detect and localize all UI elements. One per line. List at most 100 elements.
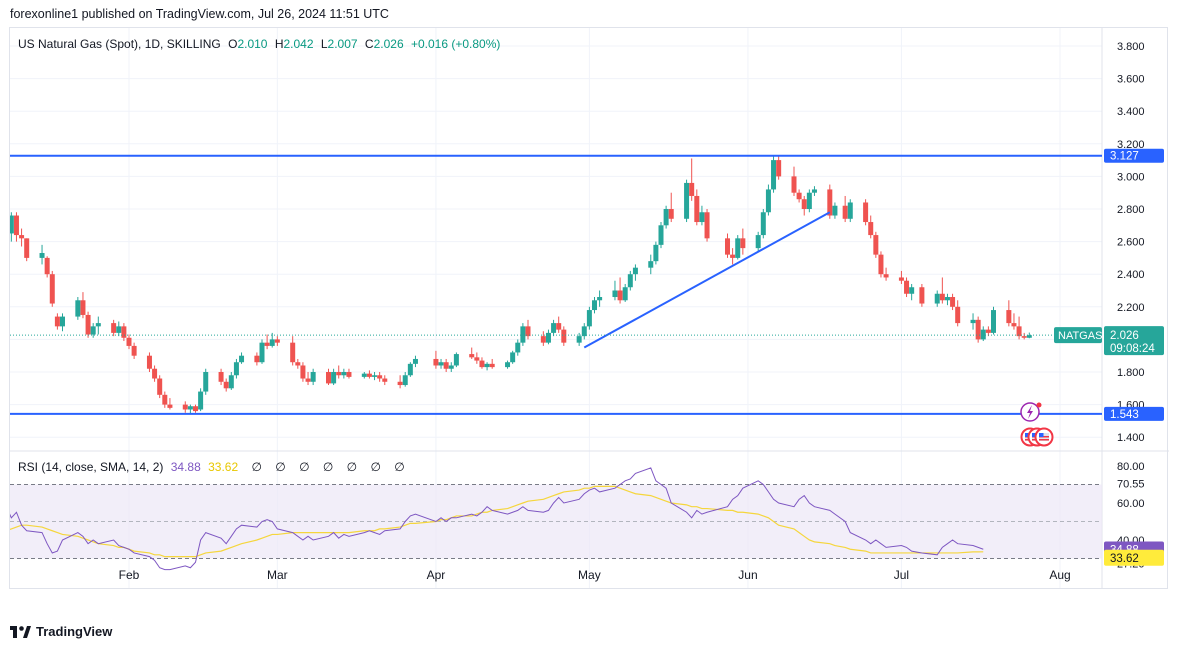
candle[interactable] xyxy=(699,205,705,226)
candle[interactable] xyxy=(366,370,372,379)
candle[interactable] xyxy=(203,368,209,395)
candle[interactable] xyxy=(1021,332,1027,340)
candle[interactable] xyxy=(489,358,495,369)
candle[interactable] xyxy=(883,267,889,281)
candle[interactable] xyxy=(704,209,710,242)
candle[interactable] xyxy=(540,331,546,346)
candle[interactable] xyxy=(85,311,91,338)
candle[interactable] xyxy=(310,368,316,386)
candle[interactable] xyxy=(627,270,633,291)
candle[interactable] xyxy=(545,329,551,345)
candle[interactable] xyxy=(658,222,664,249)
candle[interactable] xyxy=(116,321,122,337)
candle[interactable] xyxy=(791,166,797,196)
candle[interactable] xyxy=(1006,300,1012,327)
candle[interactable] xyxy=(290,336,296,366)
candle[interactable] xyxy=(878,251,884,278)
candle[interactable] xyxy=(469,347,475,359)
candle[interactable] xyxy=(730,248,736,265)
candle[interactable] xyxy=(694,189,700,226)
candle[interactable] xyxy=(863,199,869,226)
candle[interactable] xyxy=(586,306,592,330)
candle[interactable] xyxy=(689,158,695,201)
candle[interactable] xyxy=(484,362,490,371)
candle[interactable] xyxy=(44,256,50,278)
candle[interactable] xyxy=(402,372,408,387)
candle[interactable] xyxy=(617,277,623,304)
candle[interactable] xyxy=(157,375,163,399)
candle[interactable] xyxy=(377,372,383,382)
candle[interactable] xyxy=(970,313,976,330)
chart-canvas[interactable]: 1.4001.6001.8002.0002.2002.4002.6002.800… xyxy=(10,28,1169,590)
rsi-title[interactable]: RSI (14, close, SMA, 14, 2) xyxy=(18,460,164,474)
candle[interactable] xyxy=(653,241,659,265)
candle[interactable] xyxy=(218,368,224,386)
candle[interactable] xyxy=(842,195,848,223)
candle[interactable] xyxy=(54,313,60,330)
candle[interactable] xyxy=(254,352,260,366)
candle[interactable] xyxy=(873,231,879,258)
candle[interactable] xyxy=(909,283,915,301)
candle[interactable] xyxy=(126,334,132,350)
candle[interactable] xyxy=(193,404,198,413)
candle[interactable] xyxy=(433,350,439,369)
tradingview-logo[interactable]: TradingView xyxy=(10,624,112,639)
candle[interactable] xyxy=(663,205,669,229)
candle[interactable] xyxy=(505,360,511,369)
candle[interactable] xyxy=(975,316,981,343)
candle[interactable] xyxy=(448,362,454,372)
candle[interactable] xyxy=(167,398,173,410)
candle[interactable] xyxy=(162,391,168,408)
symbol-title[interactable]: US Natural Gas (Spot), 1D, SKILLING xyxy=(18,37,221,51)
candle[interactable] xyxy=(515,339,521,356)
candle[interactable] xyxy=(985,326,991,337)
candle[interactable] xyxy=(24,238,30,262)
candle[interactable] xyxy=(372,372,378,381)
candle[interactable] xyxy=(765,184,771,216)
candle[interactable] xyxy=(592,297,597,314)
candle[interactable] xyxy=(10,212,14,242)
candle[interactable] xyxy=(904,277,910,298)
candle[interactable] xyxy=(259,339,265,364)
candle[interactable] xyxy=(397,375,403,389)
candle[interactable] xyxy=(269,332,275,348)
candle[interactable] xyxy=(622,283,628,302)
candle[interactable] xyxy=(556,316,562,333)
candle[interactable] xyxy=(453,352,459,368)
candle[interactable] xyxy=(438,358,444,369)
candle[interactable] xyxy=(121,323,127,342)
candle[interactable] xyxy=(382,375,388,386)
candle[interactable] xyxy=(725,233,730,258)
candle[interactable] xyxy=(75,297,81,320)
candle[interactable] xyxy=(735,235,741,260)
candle[interactable] xyxy=(581,323,587,340)
candle[interactable] xyxy=(755,231,761,252)
candle[interactable] xyxy=(832,202,838,219)
candle[interactable] xyxy=(152,365,158,382)
candle[interactable] xyxy=(19,228,25,247)
candle[interactable] xyxy=(801,195,807,216)
candle[interactable] xyxy=(950,293,956,311)
candle[interactable] xyxy=(668,192,674,223)
candle[interactable] xyxy=(346,368,352,379)
candle[interactable] xyxy=(361,372,367,379)
candle[interactable] xyxy=(331,368,337,386)
candle[interactable] xyxy=(612,280,618,301)
candle[interactable] xyxy=(326,368,331,386)
candle[interactable] xyxy=(919,283,925,307)
candle[interactable] xyxy=(561,326,567,346)
candle[interactable] xyxy=(443,358,449,372)
candle[interactable] xyxy=(407,362,413,377)
candle[interactable] xyxy=(944,293,950,306)
candle[interactable] xyxy=(295,358,301,369)
candle[interactable] xyxy=(80,292,86,319)
candle[interactable] xyxy=(13,212,19,242)
candle[interactable] xyxy=(49,270,55,307)
candle[interactable] xyxy=(60,313,65,332)
chart-frame[interactable]: 1.4001.6001.8002.0002.2002.4002.6002.800… xyxy=(9,27,1169,590)
candle[interactable] xyxy=(520,323,526,346)
candle[interactable] xyxy=(479,357,485,369)
candle[interactable] xyxy=(525,319,531,340)
candle[interactable] xyxy=(576,332,582,346)
candle[interactable] xyxy=(1016,316,1022,340)
